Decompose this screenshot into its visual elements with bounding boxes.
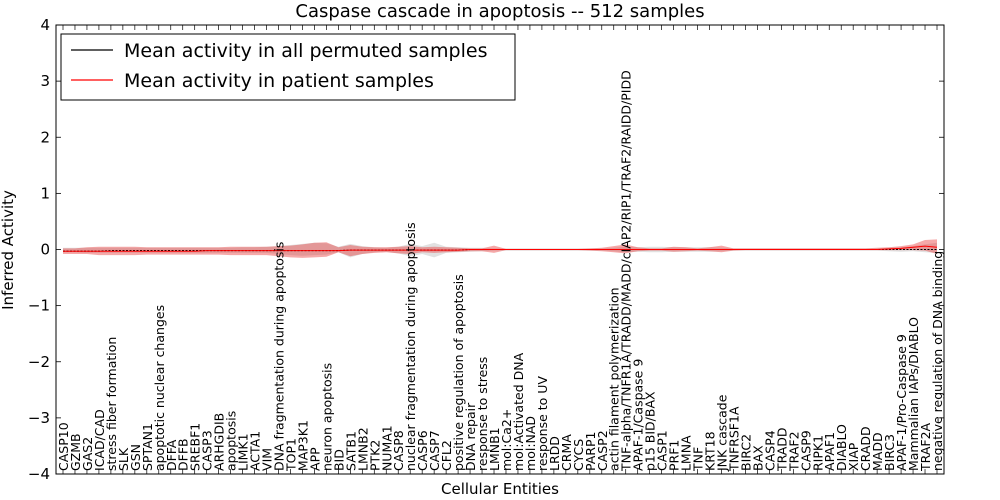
x-tick-label: CASP2 — [595, 430, 610, 471]
x-tick-label: NUMA1 — [379, 425, 394, 471]
x-tick-label: CFL2 — [439, 440, 454, 471]
x-tick-label: DNA fragmentation during apoptosis — [272, 242, 287, 471]
x-tick-label: KRT18 — [703, 431, 718, 471]
x-tick-label: TRAF2A — [918, 422, 933, 472]
x-tick-label: CASP8 — [391, 430, 406, 471]
x-tick-label: apoptosis — [224, 411, 239, 471]
x-tick-label: PRF1 — [667, 440, 682, 471]
x-tick-label: MAP3K1 — [296, 420, 311, 471]
x-tick-label: ICAD/CAD — [92, 409, 107, 471]
y-tick-label: −3 — [28, 409, 50, 427]
x-tick-label: CASP1 — [655, 430, 670, 471]
x-tick-label: CRADD — [858, 426, 873, 471]
x-tick-label: XIAP — [846, 442, 861, 471]
x-tick-label: TNF-alpha/TNFR1A/TRADD/MADD/cIAP2/RIP1/T… — [619, 70, 634, 472]
x-tick-label: CASP3 — [200, 430, 215, 471]
x-tick-label: LMNA — [679, 435, 694, 471]
x-tick-label: TNF — [691, 447, 706, 472]
x-tick-label: PARP1 — [583, 432, 598, 471]
x-tick-label: BIRC3 — [882, 434, 897, 471]
x-tick-label: actin filament polymerization — [607, 287, 622, 471]
x-tick-label: positive regulation of apoptosis — [451, 274, 466, 471]
y-tick-label: 0 — [40, 241, 50, 259]
x-tick-label: BAX — [750, 445, 765, 471]
x-tick-label: mol:NAD — [523, 416, 538, 471]
x-tick-label: SLK — [116, 447, 131, 471]
x-tick-label: SPTAN1 — [140, 423, 155, 471]
legend-label-patient: Mean activity in patient samples — [124, 70, 434, 92]
x-tick-label: ARHGDIB — [212, 413, 227, 471]
x-tick-label: MADD — [870, 432, 885, 471]
x-tick-label: LRDD — [547, 436, 562, 471]
x-tick-label: CASP9 — [798, 430, 813, 471]
x-tick-label: CASP10 — [56, 422, 71, 471]
x-tick-label: TRADD — [774, 427, 789, 472]
patient-band — [63, 239, 937, 258]
y-axis-label: Inferred Activity — [0, 190, 17, 310]
legend-box — [60, 33, 516, 101]
x-tick-label: VIM — [260, 448, 275, 471]
x-tick-label: response to stress — [475, 357, 490, 471]
x-tick-label: CRMA — [559, 434, 574, 471]
plot-area: −4 −3 −2 −1 0 1 2 3 4 CASP10GZMBGAS2ICAD/CADstres… — [28, 16, 945, 483]
x-tick-label: SREBF1 — [188, 423, 203, 471]
y-tick-label: 1 — [40, 184, 50, 202]
x-tick-label: BID — [331, 449, 346, 471]
x-tick-label: negative regulation of DNA binding — [930, 251, 945, 471]
x-tick-label: APP — [307, 447, 322, 471]
x-tick-label: DNA repair — [463, 402, 478, 471]
x-tick-label: SATB1 — [343, 431, 358, 471]
x-tick-label: CASP4 — [762, 430, 777, 471]
x-tick-label: Mammalian IAPs/DIABLO — [906, 317, 921, 471]
x-tick-label: LIMK1 — [236, 433, 251, 471]
x-tick-label: APAF-1/Pro-Caspase 9 — [894, 334, 909, 471]
x-tick-label: CYCS — [571, 439, 586, 471]
permuted-band — [63, 242, 937, 258]
x-tick-label: DIABLO — [834, 424, 849, 471]
x-tick-label: APAF1 — [822, 432, 837, 471]
x-tick-label: mol:Activated DNA — [511, 352, 526, 471]
patient-mean-line — [63, 245, 938, 252]
x-tick-label: nuclear fragmentation during apoptosis — [403, 222, 418, 471]
x-tick-label: GSN — [128, 444, 143, 471]
x-tick-label: TRAF2 — [786, 431, 801, 472]
x-tick-label: LMNB1 — [487, 427, 502, 471]
y-tick-label: −4 — [28, 465, 50, 483]
x-tick-label: stress fiber formation — [104, 337, 119, 471]
x-tick-label: RIPK1 — [810, 435, 825, 471]
x-tick-label: apoptotic nuclear changes — [152, 305, 167, 471]
x-tick-label: APAF-1/Caspase 9 — [631, 359, 646, 471]
legend: Mean activity in all permuted samples Me… — [60, 33, 516, 101]
x-tick-label: CASP7 — [427, 430, 442, 471]
chart-title: Caspase cascade in apoptosis -- 512 samp… — [295, 1, 704, 22]
x-tick-label: neuron apoptosis — [319, 363, 334, 471]
x-tick-label: p15 BID/BAX — [643, 391, 658, 471]
x-tick-label: TNFRSF1A — [727, 406, 742, 472]
x-tick-label: response to UV — [535, 376, 550, 471]
y-tick-label: 3 — [40, 72, 50, 90]
x-tick-label: PTK2 — [367, 440, 382, 471]
x-axis-label: Cellular Entities — [441, 480, 559, 498]
y-tick-label: 2 — [40, 128, 50, 146]
x-tick-label: mol:Ca2+ — [499, 409, 514, 471]
x-tick-label: DFFA — [164, 439, 179, 471]
x-tick-label: GZMB — [68, 433, 83, 471]
y-tick-label: −1 — [28, 297, 50, 315]
x-tick-label: TOP1 — [284, 438, 299, 472]
legend-label-permuted: Mean activity in all permuted samples — [124, 40, 487, 62]
x-tick-label: GAS2 — [80, 437, 95, 471]
x-tick-label: LMNB2 — [355, 427, 370, 471]
x-tick-label: DFFB — [176, 438, 191, 471]
x-tick-label: CASP6 — [415, 430, 430, 471]
x-tick-label: BIRC2 — [738, 434, 753, 471]
y-tick-label: 4 — [40, 16, 50, 34]
y-tick-label: −2 — [28, 353, 50, 371]
x-tick-label: ACTA1 — [248, 431, 263, 471]
x-tick-label: JNK cascade — [715, 394, 730, 472]
